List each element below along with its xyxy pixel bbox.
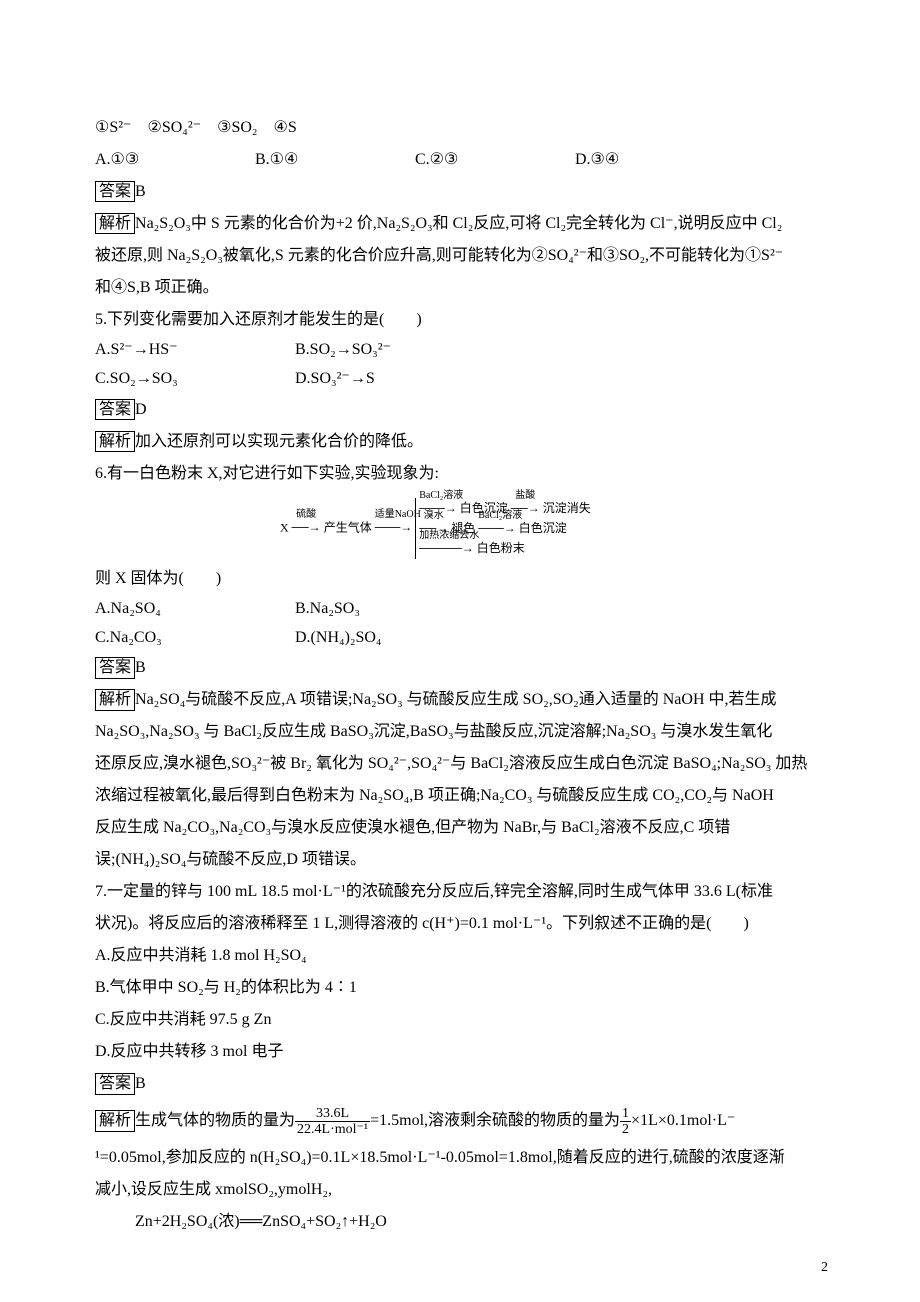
q7-exp-2: ¹=0.05mol,参加反应的 n(H₂SO₄)=0.1L×18.5mol·L⁻… xyxy=(95,1142,825,1174)
q7-equation: Zn+2H₂SO₄(浓)══ZnSO₄+SO₂↑+H₂O xyxy=(95,1206,825,1238)
q6-opt-a: A.Na₂SO₄ xyxy=(95,595,295,624)
q4-exp-3: 和④S,B 项正确。 xyxy=(95,272,825,304)
diagram-gas: 产生气体 xyxy=(324,520,372,534)
q6-exp-1: Na₂SO₄与硫酸不反应,A 项错误;Na₂SO₃ 与硫酸反应生成 SO₂,SO… xyxy=(135,691,776,708)
q7-opt-b: B.气体甲中 SO₂与 H₂的体积比为 4∶1 xyxy=(95,972,825,1004)
q5-opt-d: D.SO₃²⁻→S xyxy=(295,365,495,394)
q6-then: 则 X 固体为( ) xyxy=(95,563,825,595)
q5-opt-c: C.SO₂→SO₃ xyxy=(95,365,295,394)
q7-exp-1-mid: =1.5mol,溶液剩余硫酸的物质的量为 xyxy=(370,1112,620,1129)
q5-exp: 加入还原剂可以实现元素化合价的降低。 xyxy=(135,433,423,450)
q6-options-row1: A.Na₂SO₄ B.Na₂SO₃ xyxy=(95,595,825,624)
q7-opt-d: D.反应中共转移 3 mol 电子 xyxy=(95,1036,825,1068)
answer-label: 答案 xyxy=(95,1073,135,1094)
q7-answer: B xyxy=(135,1075,146,1092)
q4-opt-a: A.①③ xyxy=(95,144,255,176)
q4-opt-c: C.②③ xyxy=(415,144,575,176)
q5-exp-row: 解析加入还原剂可以实现元素化合价的降低。 xyxy=(95,426,825,458)
answer-label: 答案 xyxy=(95,181,135,202)
explain-label: 解析 xyxy=(95,689,135,710)
q6-stem: 6.有一白色粉末 X,对它进行如下实验,实验现象为: xyxy=(95,458,825,490)
q4-exp-1: Na₂S₂O₃中 S 元素的化合价为+2 价,Na₂S₂O₃和 Cl₂反应,可将… xyxy=(135,215,782,232)
answer-label: 答案 xyxy=(95,657,135,678)
arrow-hcl: 盐酸 xyxy=(511,487,540,504)
page-number: 2 xyxy=(821,1260,828,1276)
q4-answer: B xyxy=(135,183,146,200)
q5-opt-b: B.SO₂→SO₃²⁻ xyxy=(295,336,495,365)
q5-answer: D xyxy=(135,401,147,418)
q7-opt-c: C.反应中共消耗 97.5 g Zn xyxy=(95,1004,825,1036)
q4-exp-2: 被还原,则 Na₂S₂O₃被氧化,S 元素的化合价应升高,则可能转化为②SO₄²… xyxy=(95,240,825,272)
explain-label: 解析 xyxy=(95,1110,135,1131)
arrow-naoh: 适量NaOH xyxy=(375,506,413,523)
q6-exp-6: 误;(NH₄)₂SO₄与硫酸不反应,D 项错误。 xyxy=(95,844,825,876)
q6-exp-3: 还原反应,溴水褪色,SO₃²⁻被 Br₂ 氧化为 SO₄²⁻,SO₄²⁻与 Ba… xyxy=(95,748,825,780)
arrow-h2so4: 硫酸 xyxy=(292,506,321,523)
q7-exp-1-suf: ×1L×0.1mol·L⁻ xyxy=(631,1112,735,1129)
q4-exp-row1: 解析Na₂S₂O₃中 S 元素的化合价为+2 价,Na₂S₂O₃和 Cl₂反应,… xyxy=(95,208,825,240)
q4-options: A.①③ B.①④ C.②③ D.③④ xyxy=(95,144,825,176)
q6-options-row2: C.Na₂CO₃ D.(NH₄)₂SO₄ xyxy=(95,624,825,653)
q5-opt-a: A.S²⁻→HS⁻ xyxy=(95,336,295,365)
q7-opt-a: A.反应中共消耗 1.8 mol H₂SO₄ xyxy=(95,940,825,972)
q7-exp-3: 减小,设反应生成 xmolSO₂,ymolH₂, xyxy=(95,1174,825,1206)
q6-opt-c: C.Na₂CO₃ xyxy=(95,624,295,653)
answer-label: 答案 xyxy=(95,399,135,420)
q6-opt-d: D.(NH₄)₂SO₄ xyxy=(295,624,495,653)
q4-opt-d: D.③④ xyxy=(575,144,735,176)
q5-stem: 5.下列变化需要加入还原剂才能发生的是( ) xyxy=(95,304,825,336)
arrow-bacl2-1: BaCl₂溶液 xyxy=(419,487,457,504)
q6-exp-4: 浓缩过程被氧化,最后得到白色粉末为 Na₂SO₄,B 项正确;Na₂CO₃ 与硫… xyxy=(95,780,825,812)
diagram-l1d: 沉淀消失 xyxy=(543,501,591,515)
q7-answer-row: 答案B xyxy=(95,1068,825,1100)
q5-options-row1: A.S²⁻→HS⁻ B.SO₂→SO₃²⁻ xyxy=(95,336,825,365)
diagram-l3b: 白色粉末 xyxy=(477,541,525,555)
q7-stem-2: 状况)。将反应后的溶液稀释至 1 L,测得溶液的 c(H⁺)=0.1 mol·L… xyxy=(95,908,825,940)
arrow-heat: 加热浓缩去水 xyxy=(419,527,474,544)
q4-opt-b: B.①④ xyxy=(255,144,415,176)
q7-stem-1: 7.一定量的锌与 100 mL 18.5 mol·L⁻¹的浓硫酸充分反应后,锌完… xyxy=(95,876,825,908)
q4-answer-row: 答案B xyxy=(95,176,825,208)
q7-exp-row1: 解析生成气体的物质的量为33.6L22.4L·mol⁻¹=1.5mol,溶液剩余… xyxy=(95,1100,825,1142)
arrow-br2: 溴水 xyxy=(419,507,448,524)
q4-options-list: ①S²⁻ ②SO₄²⁻ ③SO₂ ④S xyxy=(95,112,825,144)
diagram-x: X xyxy=(280,520,289,534)
fraction-2: 12 xyxy=(620,1106,631,1138)
q6-opt-b: B.Na₂SO₃ xyxy=(295,595,495,624)
q6-answer: B xyxy=(135,659,146,676)
explain-label: 解析 xyxy=(95,213,135,234)
q6-diagram: X 硫酸──→ 产生气体 适量NaOH───→ BaCl₂溶液───→ 白色沉淀… xyxy=(280,498,640,559)
q6-exp-5: 反应生成 Na₂CO₃,Na₂CO₃与溴水反应使溴水褪色,但产物为 NaBr,与… xyxy=(95,812,825,844)
explain-label: 解析 xyxy=(95,431,135,452)
arrow-bacl2-2: BaCl₂溶液 xyxy=(478,507,516,524)
q5-answer-row: 答案D xyxy=(95,394,825,426)
fraction-1: 33.6L22.4L·mol⁻¹ xyxy=(295,1106,370,1138)
q6-exp-2: Na₂SO₃,Na₂SO₃ 与 BaCl₂反应生成 BaSO₃沉淀,BaSO₃与… xyxy=(95,716,825,748)
q5-options-row2: C.SO₂→SO₃ D.SO₃²⁻→S xyxy=(95,365,825,394)
q6-answer-row: 答案B xyxy=(95,652,825,684)
diagram-l2d: 白色沉淀 xyxy=(519,521,567,535)
q7-exp-1-pre: 生成气体的物质的量为 xyxy=(135,1112,295,1129)
q6-exp-row1: 解析Na₂SO₄与硫酸不反应,A 项错误;Na₂SO₃ 与硫酸反应生成 SO₂,… xyxy=(95,684,825,716)
